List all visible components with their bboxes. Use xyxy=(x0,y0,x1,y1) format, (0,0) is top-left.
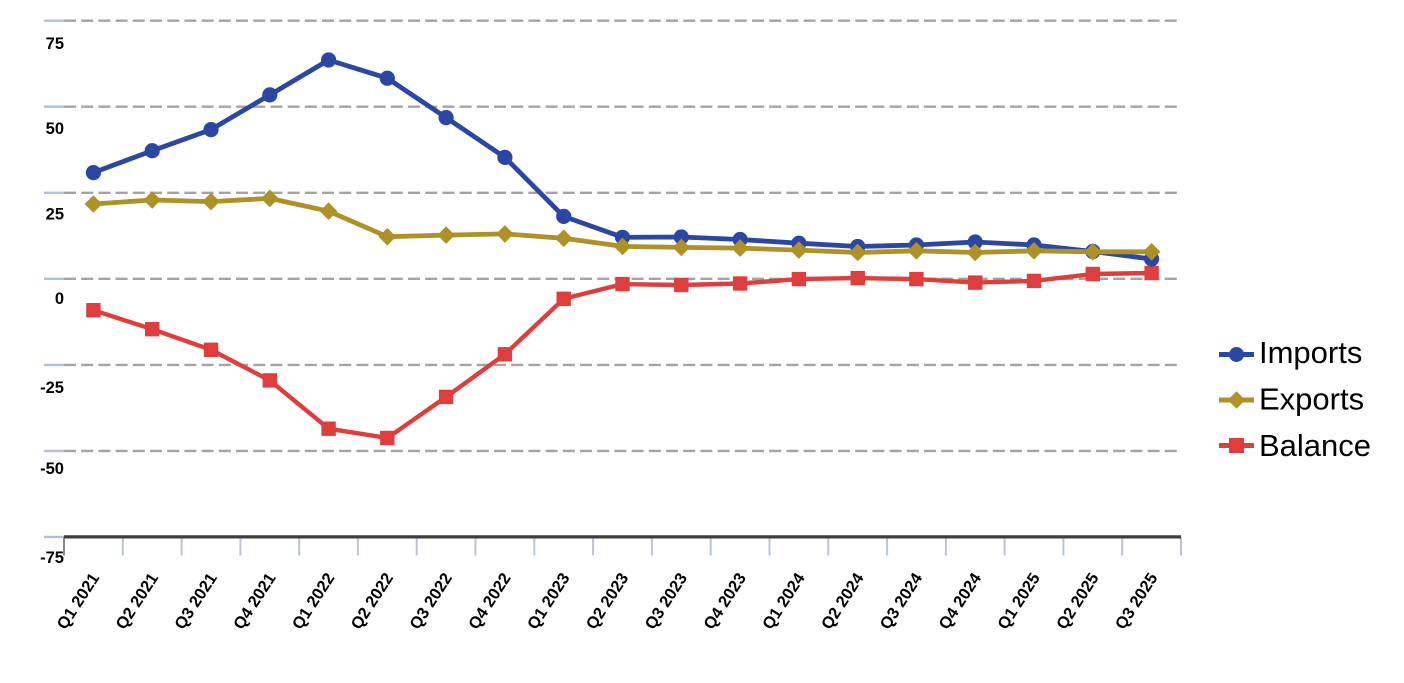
svg-text:Balance: Balance xyxy=(1259,428,1371,463)
svg-text:-75: -75 xyxy=(40,549,64,567)
svg-text:0: 0 xyxy=(55,290,64,308)
svg-text:25: 25 xyxy=(46,205,64,223)
svg-text:-50: -50 xyxy=(40,460,64,478)
svg-text:Exports: Exports xyxy=(1259,382,1364,417)
svg-text:Imports: Imports xyxy=(1259,335,1362,370)
svg-text:50: 50 xyxy=(46,120,64,138)
svg-text:75: 75 xyxy=(46,35,64,53)
svg-text:-25: -25 xyxy=(40,379,64,397)
